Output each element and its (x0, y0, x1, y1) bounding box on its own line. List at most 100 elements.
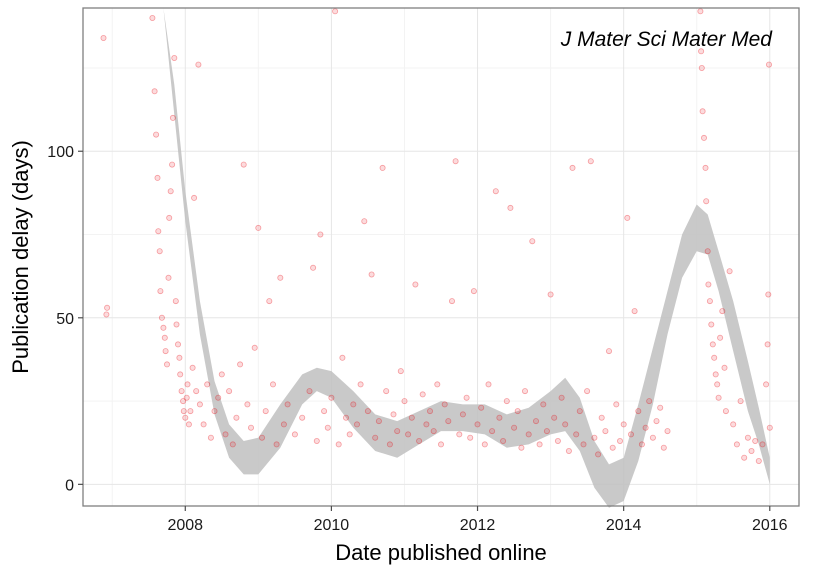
data-point (507, 204, 514, 211)
data-point (764, 341, 771, 348)
data-point (160, 324, 167, 331)
data-point (277, 274, 284, 281)
data-point (386, 441, 393, 448)
data-point (547, 291, 554, 298)
data-point (211, 408, 218, 415)
data-point (755, 457, 762, 464)
data-point (478, 404, 485, 411)
x-tick-label: 2016 (752, 517, 788, 534)
data-point (195, 61, 202, 68)
data-point (166, 214, 173, 221)
data-point (191, 194, 198, 201)
data-point (291, 431, 298, 438)
data-point (543, 428, 550, 435)
data-point (485, 381, 492, 388)
data-point (258, 434, 265, 441)
data-point (364, 408, 371, 415)
data-point (569, 164, 576, 171)
data-point (697, 8, 704, 15)
data-point (158, 314, 165, 321)
data-point (204, 381, 211, 388)
data-point (193, 388, 200, 395)
data-point (196, 401, 203, 408)
data-point (350, 401, 357, 408)
data-point (733, 441, 740, 448)
data-point (163, 361, 170, 368)
data-point (103, 311, 110, 318)
data-point (324, 424, 331, 431)
data-point (397, 368, 404, 375)
data-point (412, 281, 419, 288)
data-point (169, 161, 176, 168)
data-point (470, 288, 477, 295)
data-point (518, 444, 525, 451)
data-point (251, 344, 258, 351)
data-point (741, 454, 748, 461)
data-point (178, 388, 185, 395)
data-point (182, 414, 189, 421)
data-point (554, 437, 561, 444)
x-tick-label: 2010 (314, 517, 350, 534)
data-point (237, 361, 244, 368)
data-point (383, 388, 390, 395)
data-point (187, 408, 194, 415)
data-point (481, 441, 488, 448)
data-point (759, 441, 766, 448)
data-point (339, 354, 346, 361)
data-point (233, 414, 240, 421)
data-point (176, 354, 183, 361)
data-point (434, 381, 441, 388)
data-point (624, 214, 631, 221)
data-point (752, 437, 759, 444)
data-point (744, 434, 751, 441)
data-point (533, 418, 540, 425)
data-point (177, 371, 184, 378)
data-point (430, 428, 437, 435)
data-point (419, 391, 426, 398)
data-point (573, 431, 580, 438)
data-point (173, 321, 180, 328)
data-point (715, 394, 722, 401)
data-point (459, 411, 466, 418)
data-point (156, 248, 163, 255)
data-point (353, 421, 360, 428)
data-point (247, 424, 254, 431)
data-point (310, 264, 317, 271)
data-point (317, 231, 324, 238)
data-point (631, 308, 638, 315)
data-point (394, 428, 401, 435)
data-point (321, 408, 328, 415)
data-point (714, 381, 721, 388)
data-point (708, 321, 715, 328)
data-point (189, 364, 196, 371)
data-point (445, 418, 452, 425)
data-point (706, 298, 713, 305)
data-point (162, 348, 169, 355)
data-point (766, 424, 773, 431)
data-point (704, 248, 711, 255)
data-point (280, 421, 287, 428)
data-point (104, 304, 111, 311)
data-point (390, 411, 397, 418)
data-point (584, 388, 591, 395)
data-point (719, 308, 726, 315)
data-point (705, 281, 712, 288)
data-point (157, 288, 164, 295)
data-point (328, 394, 335, 401)
data-point (306, 388, 313, 395)
data-point (215, 394, 222, 401)
data-point (664, 428, 671, 435)
data-point (529, 238, 536, 245)
data-point (492, 188, 499, 195)
data-point (185, 421, 192, 428)
data-point (149, 14, 156, 21)
y-axis: 0 50 100 (47, 144, 83, 494)
chart-annotation: J Mater Sci Mater Med (560, 28, 774, 51)
data-point (474, 421, 481, 428)
data-point (489, 428, 496, 435)
data-point (609, 444, 616, 451)
data-point (606, 348, 613, 355)
data-point (408, 414, 415, 421)
data-point (617, 437, 624, 444)
